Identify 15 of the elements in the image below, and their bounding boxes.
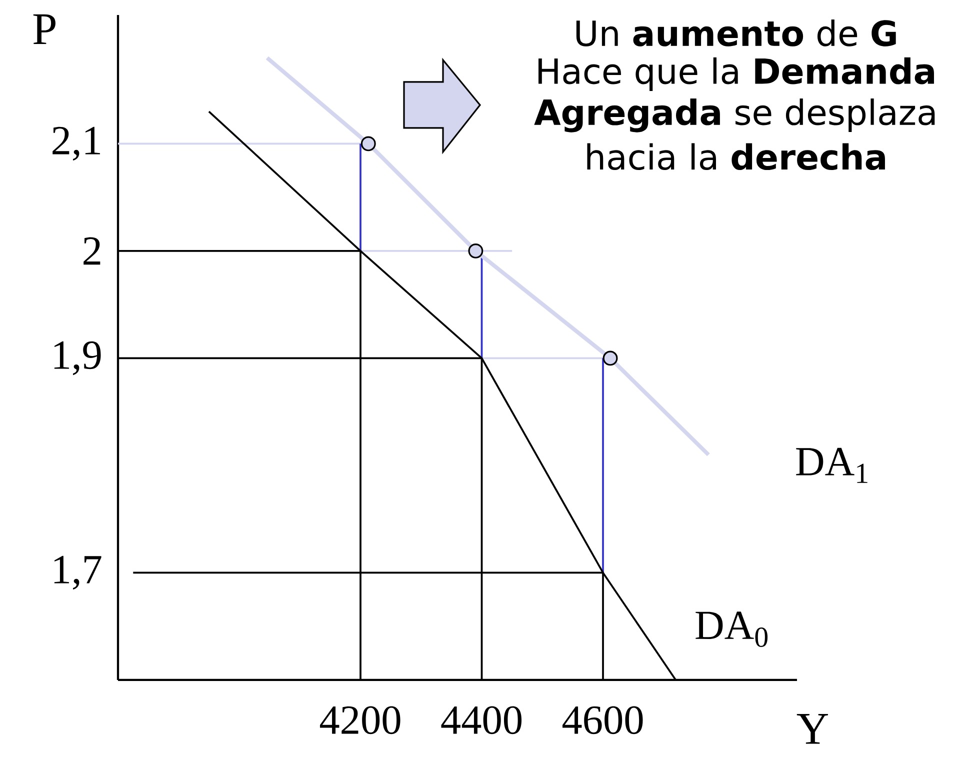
y-tick-label: 1,9 (54, 341, 101, 376)
y-tick-label: 2 (84, 237, 100, 265)
y-tick-label: 2,1 (52, 126, 100, 161)
x-axis-title: Y (796, 714, 828, 744)
text: DA$_{1}$ (796, 448, 868, 483)
x-tick-label: 4200 (320, 706, 400, 734)
x-tick-label: 4400 (441, 706, 522, 734)
series-label: DA$_{0}$ (696, 612, 768, 648)
y-tick-label: 1,7 (54, 556, 102, 590)
annotation: Hace que la Demanda (538, 57, 934, 91)
y-axis-title: P (33, 14, 56, 44)
annotation: hacia la derecha (587, 143, 885, 170)
annotation: Un aumento de G (576, 20, 896, 46)
annotation: Agregada se desplaza (534, 98, 935, 132)
x-tick-label: 4600 (562, 706, 643, 734)
